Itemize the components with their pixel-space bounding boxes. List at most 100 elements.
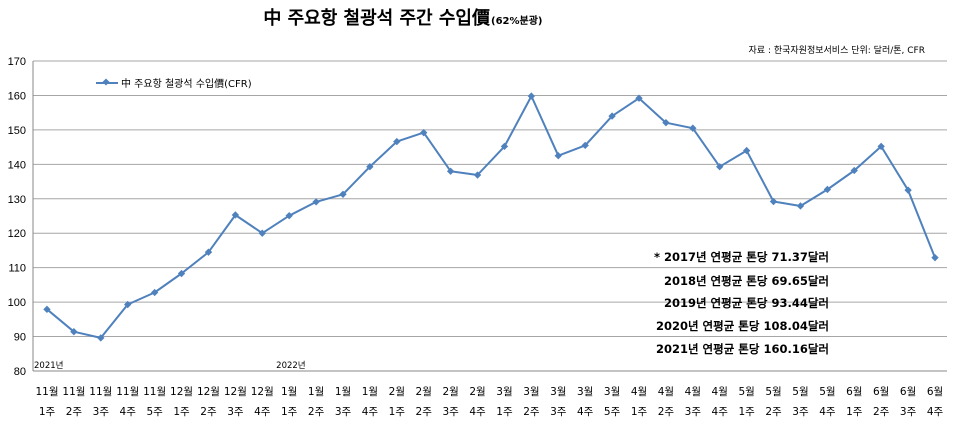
annotations: * 2017년 연평균 톤당 71.37달러 2018년 연평균 톤당 69.65… [654,250,829,356]
data-point [97,334,105,342]
data-point [150,288,159,297]
x-tick-month: 1월 [335,386,351,398]
year-marker: 2021년 [34,360,63,371]
y-tick-label: 80 [14,366,26,378]
x-tick-month: 3월 [523,386,539,398]
y-tick-label: 90 [14,332,26,344]
x-tick-month: 4월 [712,386,728,398]
x-tick-week: 1주 [281,406,298,418]
x-tick-week: 1주 [738,406,755,418]
x-tick-month: 6월 [927,386,943,398]
x-tick-week: 4주 [362,406,379,418]
y-tick-label: 100 [8,297,26,309]
x-tick-month: 6월 [873,386,889,398]
x-tick-week: 5주 [604,406,621,418]
x-tick-week: 4주 [469,406,486,418]
x-tick-week: 1주 [496,406,513,418]
x-tick-week: 3주 [900,406,917,418]
gridlines [32,60,947,372]
data-point [823,185,832,194]
annotation-line: 2020년 연평균 톤당 108.04달러 [656,319,829,333]
x-tick-week: 2주 [308,406,325,418]
x-tick-month: 6월 [900,386,916,398]
y-tick-label: 130 [8,194,26,206]
annotation-line: 2018년 연평균 톤당 69.65달러 [664,274,829,288]
x-tick-week: 2주 [416,406,433,418]
annotation-line: * 2017년 연평균 톤당 71.37달러 [654,250,829,264]
x-tick-week: 3주 [685,406,702,418]
data-point [339,190,347,198]
x-tick-month: 2월 [416,386,432,398]
x-tick-week: 1주 [631,406,648,418]
x-tick-month: 12월 [170,386,193,398]
x-tick-week: 4주 [577,406,594,418]
x-tick-week: 2주 [765,406,782,418]
x-tick-week: 1주 [39,406,56,418]
x-tick-week: 2주 [658,406,675,418]
data-point [43,305,51,314]
x-tick-month: 1월 [281,386,297,398]
x-tick-month: 3월 [604,386,620,398]
chart-title: 中 주요항 철광석 주간 수입價 [263,7,491,29]
x-tick-week: 3주 [792,406,809,418]
x-tick-week: 3주 [550,406,567,418]
x-tick-week: 3주 [93,406,110,418]
y-tick-label: 110 [8,263,26,275]
x-tick-month: 6월 [846,386,862,398]
y-tick-label: 150 [8,125,26,137]
data-point [527,92,536,100]
source-note: 자료 : 한국자원정보서비스 단위: 달러/톤, CFR [749,44,925,56]
y-axis-ticks: 80 90 100 110 120 130 140 150 160 170 [8,56,26,378]
legend-marker [102,78,110,86]
data-point [473,171,482,179]
x-tick-month: 4월 [631,386,647,398]
chart-title-suffix: (62%분광) [491,15,542,27]
data-point [231,211,240,219]
series-line [46,95,936,339]
x-tick-month: 11월 [89,386,112,398]
legend: 中 주요항 철광석 수입價(CFR) [96,77,252,90]
x-tick-month: 2월 [469,386,485,398]
data-point [500,142,509,151]
data-point [769,197,778,206]
x-tick-week: 4주 [254,406,271,418]
series-layer [43,92,939,342]
data-point [204,248,213,256]
data-point [285,211,293,220]
x-tick-month: 12월 [224,386,247,398]
x-tick-month: 11월 [116,386,139,398]
x-axis-ticks: 11월 1주 11월 2주 11월 3주 11월 4주 11월 5주 12월 1주 12월 2주 12월 3주… [35,386,943,418]
year-markers: 2021년 2022년 [34,360,306,371]
x-tick-week: 2주 [200,406,217,418]
x-tick-month: 12월 [251,386,274,398]
x-tick-week: 4주 [120,406,137,418]
x-tick-week: 3주 [335,406,352,418]
x-tick-month: 2월 [389,386,405,398]
data-point [446,167,455,175]
x-tick-week: 3주 [442,406,459,418]
data-point [312,198,320,206]
x-tick-week: 4주 [927,406,944,418]
x-tick-month: 5월 [738,386,754,398]
x-tick-month: 1월 [362,386,378,398]
annotation-line: 2021년 연평균 톤당 160.16달러 [656,342,829,356]
y-tick-label: 160 [8,90,26,102]
data-point [554,152,562,160]
x-tick-month: 3월 [550,386,566,398]
year-marker: 2022년 [276,360,305,371]
x-tick-month: 5월 [765,386,781,398]
y-tick-label: 120 [8,228,26,240]
data-point [366,163,374,171]
y-tick-label: 170 [8,56,26,68]
x-tick-month: 1월 [308,386,324,398]
x-tick-week: 2주 [66,406,83,418]
x-tick-week: 2주 [873,406,890,418]
x-tick-month: 5월 [792,386,808,398]
x-tick-week: 4주 [712,406,729,418]
x-tick-week: 3주 [227,406,244,418]
y-tick-label: 140 [8,159,26,171]
x-tick-month: 11월 [35,386,58,398]
x-tick-month: 11월 [143,386,166,398]
x-tick-month: 3월 [496,386,512,398]
